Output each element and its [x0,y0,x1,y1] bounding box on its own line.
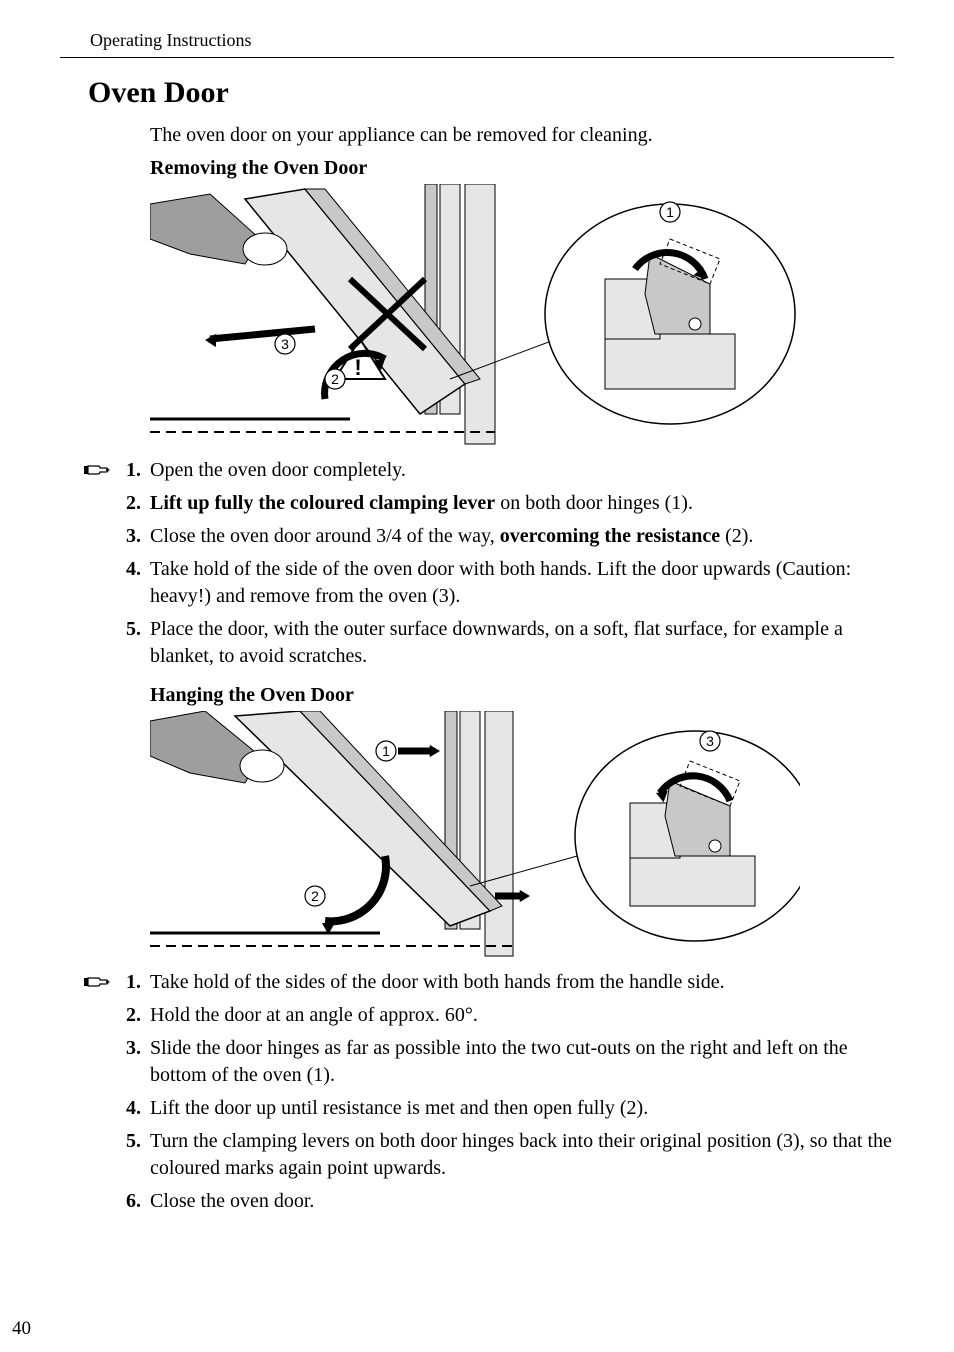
removing-diagram: ! 2 3 1 [150,184,800,449]
intro-text: The oven door on your appliance can be r… [150,124,894,147]
step-item: 6. Close the oven door. [108,1188,894,1215]
step-text: Hold the door at an angle of approx. 60°… [150,1004,478,1026]
step-number: 1. [126,969,141,996]
step-number: 5. [126,616,141,643]
step-number: 2. [126,1002,141,1029]
step-text: Take hold of the sides of the door with … [150,971,725,993]
step-item: 2. Lift up fully the coloured clamping le… [108,490,894,517]
step-text: Lift the door up until resistance is met… [150,1097,648,1119]
step-text: Open the oven door completely. [150,459,406,481]
step-item: 4. Lift the door up until resistance is m… [108,1095,894,1122]
removing-step-list: 1. Open the oven door completely. 2. Lift u… [108,457,894,670]
removing-figure: ! 2 3 1 [150,184,894,449]
step-number: 2. [126,490,141,517]
step-number: 3. [126,1035,141,1062]
step-item: 4. Take hold of the side of the oven door… [108,556,894,610]
step-item: 2. Hold the door at an angle of approx. 6… [108,1002,894,1029]
step-item: 3. Close the oven door around 3/4 of the … [108,523,894,550]
hanging-step-list: 1. Take hold of the sides of the door wit… [108,969,894,1215]
step-item: 5. Place the door, with the outer surface… [108,616,894,670]
svg-text:2: 2 [331,371,339,387]
step-item: 1. Open the oven door completely. [108,457,894,484]
step-text: Place the door, with the outer surface d… [150,618,843,667]
section-title: Oven Door [60,76,894,110]
svg-text:3: 3 [281,336,289,352]
removing-heading: Removing the Oven Door [150,157,894,180]
svg-text:!: ! [354,355,361,380]
header-label: Operating Instructions [60,30,894,51]
svg-text:2: 2 [311,888,319,904]
hanging-diagram: 1 2 3 [150,711,800,961]
svg-text:1: 1 [382,743,390,759]
step-number: 6. [126,1188,141,1215]
step-number: 4. [126,556,141,583]
hand-pointing-icon [84,973,112,991]
hanging-heading: Hanging the Oven Door [150,684,894,707]
step-item: 1. Take hold of the sides of the door wit… [108,969,894,996]
step-number: 3. [126,523,141,550]
step-number: 4. [126,1095,141,1122]
hanging-figure: 1 2 3 [150,711,894,961]
step-number: 1. [126,457,141,484]
step-text: Slide the door hinges as far as possible… [150,1037,848,1086]
step-item: 5. Turn the clamping levers on both door … [108,1128,894,1182]
page-header: Operating Instructions [60,30,894,58]
hand-pointing-icon [84,461,112,479]
page-number: 40 [12,1318,31,1340]
step-text: Close the oven door around 3/4 of the wa… [150,525,753,547]
step-text: Lift up fully the coloured clamping leve… [150,492,693,514]
step-text: Close the oven door. [150,1190,314,1212]
step-text: Turn the clamping levers on both door hi… [150,1130,892,1179]
step-number: 5. [126,1128,141,1155]
step-text: Take hold of the side of the oven door w… [150,558,851,607]
svg-text:3: 3 [706,733,714,749]
step-item: 3. Slide the door hinges as far as possib… [108,1035,894,1089]
svg-text:1: 1 [666,204,674,220]
